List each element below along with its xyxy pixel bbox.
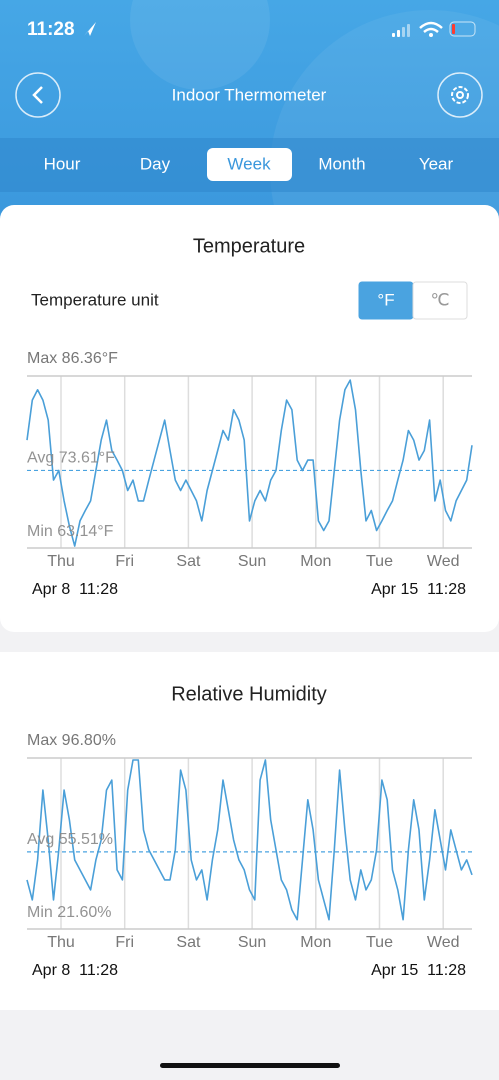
x-tick-label: Sat	[176, 934, 201, 951]
x-tick-label: Tue	[366, 553, 393, 570]
unit-option: ℃	[430, 290, 449, 309]
home-indicator	[160, 1063, 340, 1068]
avg-label: Avg 55.51%	[27, 831, 113, 848]
location-icon	[84, 22, 96, 36]
data-line	[26, 379, 473, 547]
data-line	[26, 759, 473, 921]
end-label: Apr 15 11:28	[371, 581, 466, 598]
start-label: Apr 8 11:28	[32, 581, 118, 598]
max-label: Max 96.80%	[27, 732, 116, 749]
battery-icon	[449, 21, 476, 37]
x-tick-label: Sun	[238, 934, 266, 951]
x-tick-label: Mon	[300, 934, 331, 951]
header-title: Indoor Thermometer	[172, 85, 327, 104]
settings-icon	[451, 86, 469, 104]
tab[interactable]: Week	[227, 154, 271, 173]
battery-level	[452, 24, 455, 34]
chart-title: Relative Humidity	[171, 683, 327, 705]
tab[interactable]: Hour	[44, 154, 81, 173]
settings-button[interactable]	[437, 72, 483, 118]
x-tick-label: Thu	[47, 553, 75, 570]
back-icon	[32, 86, 43, 104]
status-time: 11:28	[27, 19, 75, 40]
settings-icon	[456, 91, 464, 99]
humidity-card	[0, 652, 499, 1010]
unit-option: °F	[377, 290, 394, 309]
x-tick-label: Fri	[115, 934, 134, 951]
x-tick-label: Thu	[47, 934, 75, 951]
x-tick-label: Mon	[300, 553, 331, 570]
x-tick-label: Fri	[115, 553, 134, 570]
avg-label: Avg 73.61°F	[27, 450, 115, 467]
x-tick-label: Sun	[238, 553, 266, 570]
start-label: Apr 8 11:28	[32, 962, 118, 979]
wifi-icon	[419, 21, 443, 33]
decor	[130, 0, 270, 90]
tab[interactable]: Month	[318, 154, 365, 173]
max-label: Max 86.36°F	[27, 350, 118, 367]
tab[interactable]: Day	[140, 154, 171, 173]
end-label: Apr 15 11:28	[371, 962, 466, 979]
unit-label: Temperature unit	[31, 290, 159, 309]
x-tick-label: Wed	[427, 553, 460, 570]
chart-title: Temperature	[193, 235, 305, 257]
unit-option-bg[interactable]	[412, 281, 468, 320]
min-label: Min 63.14°F	[27, 523, 114, 540]
signal-icon	[392, 24, 410, 37]
x-tick-label: Tue	[366, 934, 393, 951]
tab[interactable]: Year	[419, 154, 454, 173]
min-label: Min 21.60%	[27, 904, 112, 921]
x-tick-label: Sat	[176, 553, 201, 570]
x-tick-label: Wed	[427, 934, 460, 951]
back-button[interactable]	[15, 72, 61, 118]
wifi-icon	[429, 33, 433, 37]
tab-selected-bg	[207, 148, 292, 181]
